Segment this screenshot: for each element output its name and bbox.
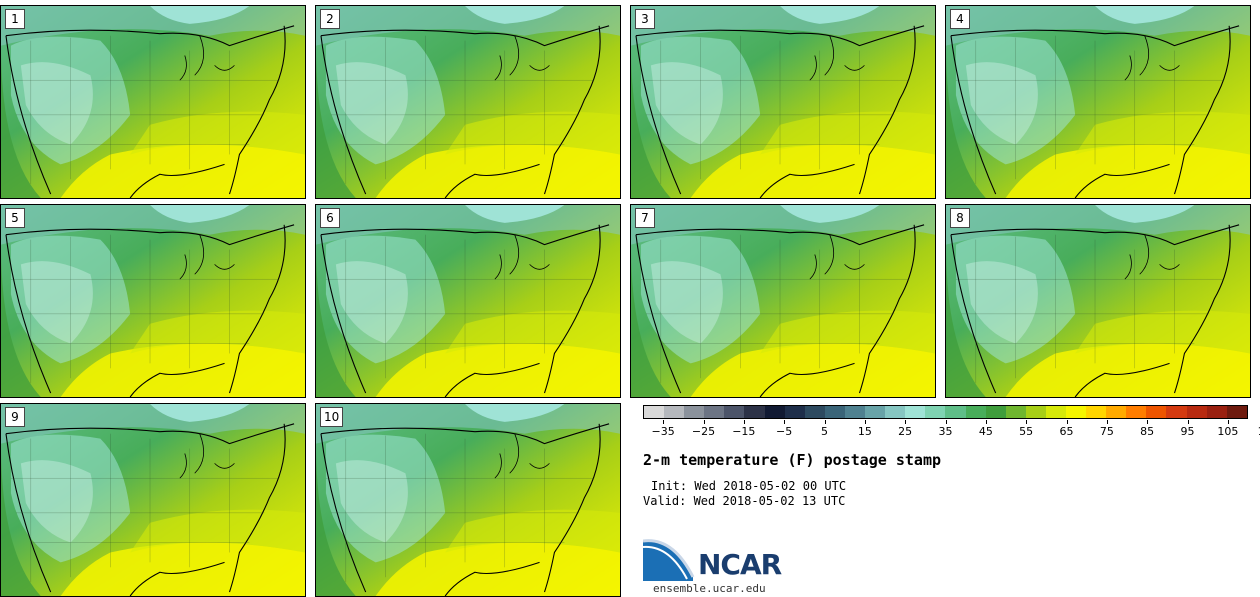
colorbar-swatch — [1025, 406, 1046, 418]
colorbar-tick — [824, 420, 826, 424]
colorbar-ticks: −35 −25 −15 −5 5 15 25 35 45 55 65 75 85 95 105 115 — [643, 420, 1260, 442]
colorbar-swatch — [664, 406, 685, 418]
colorbar-swatch — [1106, 406, 1127, 418]
colorbar-swatch — [965, 406, 986, 418]
colorbar-tick — [1066, 420, 1068, 424]
colorbar-swatch — [1146, 406, 1167, 418]
colorbar-tick-label: 35 — [938, 425, 953, 438]
website-url: ensemble.ucar.edu — [653, 582, 766, 595]
colorbar-swatch — [704, 406, 725, 418]
colorbar-swatch — [644, 406, 665, 418]
colorbar-tick — [743, 420, 745, 424]
plot-title: 2-m temperature (F) postage stamp — [643, 451, 942, 469]
colorbar-swatch — [724, 406, 745, 418]
colorbar-swatch — [885, 406, 906, 418]
map-panel: 8 — [945, 204, 1251, 398]
member-number-label: 10 — [320, 407, 344, 427]
colorbar-tick-label: 85 — [1140, 425, 1155, 438]
colorbar-swatch — [1045, 406, 1066, 418]
colorbar-swatch — [905, 406, 926, 418]
colorbar-tick — [663, 420, 665, 424]
map-panel: 9 — [0, 403, 306, 597]
colorbar-swatch — [1005, 406, 1026, 418]
colorbar-swatch — [844, 406, 866, 418]
colorbar-tick — [703, 420, 705, 424]
member-number-label: 4 — [950, 9, 970, 29]
member-number-label: 9 — [5, 407, 25, 427]
colorbar-tick — [1187, 420, 1189, 424]
colorbar-tick-label: 75 — [1099, 425, 1114, 438]
colorbar-tick — [1026, 420, 1028, 424]
colorbar-swatch — [1126, 406, 1147, 418]
temperature-colorbar — [643, 405, 1248, 419]
member-number-label: 7 — [635, 208, 655, 228]
member-number-label: 6 — [320, 208, 340, 228]
colorbar-swatch — [784, 406, 805, 418]
colorbar-tick-label: 15 — [857, 425, 872, 438]
colorbar-tick — [905, 420, 907, 424]
map-panel: 3 — [630, 5, 936, 199]
member-number-label: 1 — [5, 9, 25, 29]
colorbar-swatch — [764, 406, 785, 418]
init-time: Init: Wed 2018-05-02 00 UTC — [651, 479, 847, 493]
colorbar-tick-label: −35 — [651, 425, 675, 438]
colorbar-tick — [985, 420, 987, 424]
valid-time: Valid: Wed 2018-05-02 13 UTC — [643, 494, 846, 508]
colorbar-tick-label: 65 — [1059, 425, 1074, 438]
colorbar-tick-label: 25 — [898, 425, 913, 438]
colorbar-tick-label: −5 — [776, 425, 793, 438]
map-panel: 4 — [945, 5, 1251, 199]
map-panel: 5 — [0, 204, 306, 398]
colorbar-swatch — [1226, 406, 1247, 418]
member-number-label: 3 — [635, 9, 655, 29]
colorbar-swatch — [1086, 406, 1107, 418]
colorbar-swatch — [1166, 406, 1187, 418]
colorbar-swatch — [824, 406, 845, 418]
colorbar-tick — [1106, 420, 1108, 424]
map-panel: 6 — [315, 204, 621, 398]
colorbar-swatch — [1186, 406, 1207, 418]
map-panel: 1 — [0, 5, 306, 199]
colorbar-tick — [1147, 420, 1149, 424]
member-number-label: 2 — [320, 9, 340, 29]
colorbar-swatch — [804, 406, 825, 418]
colorbar-tick-label: −15 — [732, 425, 756, 438]
colorbar-swatch — [1065, 406, 1087, 418]
map-panel: 2 — [315, 5, 621, 199]
colorbar-tick-label: 45 — [978, 425, 993, 438]
colorbar-swatch — [684, 406, 705, 418]
ncar-logo-text: NCAR — [698, 548, 782, 581]
map-panel: 7 — [630, 204, 936, 398]
colorbar-tick — [784, 420, 786, 424]
colorbar-swatch — [925, 406, 946, 418]
colorbar-tick-label: 5 — [821, 425, 828, 438]
colorbar-swatch — [985, 406, 1006, 418]
member-number-label: 8 — [950, 208, 970, 228]
colorbar-swatch — [865, 406, 886, 418]
colorbar-tick-label: 55 — [1019, 425, 1034, 438]
colorbar-tick — [945, 420, 947, 424]
colorbar-swatch — [744, 406, 765, 418]
colorbar-swatch — [945, 406, 966, 418]
colorbar-tick-label: 105 — [1217, 425, 1239, 438]
colorbar-tick-label: −25 — [691, 425, 716, 438]
ncar-logo-icon — [643, 539, 695, 581]
member-number-label: 5 — [5, 208, 25, 228]
colorbar-tick-label: 95 — [1180, 425, 1195, 438]
colorbar-tick — [1227, 420, 1229, 424]
colorbar-tick-label: 115 — [1258, 425, 1260, 438]
colorbar-tick — [864, 420, 866, 424]
colorbar-swatch — [1206, 406, 1227, 418]
map-panel: 10 — [315, 403, 621, 597]
